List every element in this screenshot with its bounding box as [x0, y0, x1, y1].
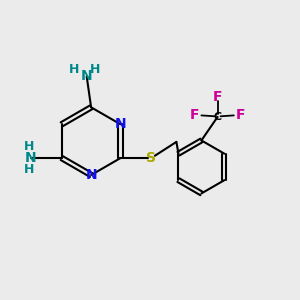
Text: N: N: [25, 151, 37, 165]
Text: S: S: [146, 151, 156, 165]
Text: F: F: [190, 108, 200, 122]
Text: H: H: [24, 163, 34, 176]
Text: N: N: [81, 69, 92, 83]
Text: C: C: [214, 112, 222, 122]
Text: F: F: [213, 90, 222, 104]
Text: N: N: [85, 168, 97, 182]
Text: N: N: [115, 117, 126, 131]
Text: H: H: [24, 140, 34, 153]
Text: F: F: [236, 108, 245, 122]
Text: H: H: [90, 62, 101, 76]
Text: H: H: [69, 62, 80, 76]
